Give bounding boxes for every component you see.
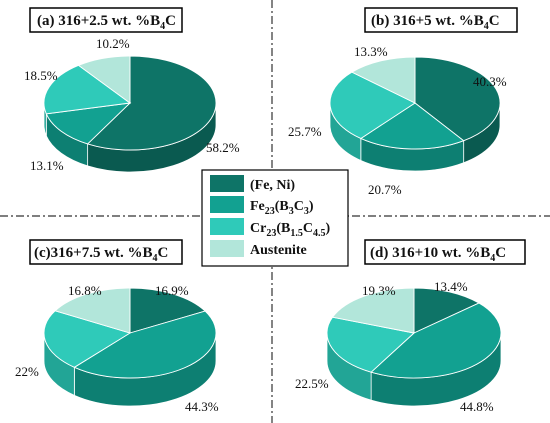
chart-title-b: (b) 316+5 wt. %B4C bbox=[371, 13, 500, 32]
data-label-cr23b15c45: 22.5% bbox=[295, 376, 329, 391]
chart-title-d: (d) 316+10 wt. %B4C bbox=[370, 245, 506, 264]
data-label-cr23b15c45: 22% bbox=[15, 364, 39, 379]
pie-slice-austenite bbox=[54, 287, 131, 334]
data-label-fe23b3c3: 13.1% bbox=[30, 158, 64, 173]
data-label-fe23b3c3: 44.3% bbox=[185, 399, 219, 414]
legend-swatch-fe23b3c3 bbox=[210, 196, 244, 213]
pie-slice-austenite bbox=[331, 287, 415, 334]
data-label-cr23b15c45: 25.7% bbox=[288, 124, 322, 139]
legend-label-cr23b15c45: Cr23(B1.5C4.5) bbox=[250, 221, 330, 239]
pie-slice-fe23b3c3 bbox=[45, 102, 132, 145]
legend-label-fe23b3c3: Fe23(B3C3) bbox=[250, 199, 314, 217]
title-box-a: (a) 316+2.5 wt. %B4C bbox=[29, 7, 183, 33]
pie-slice-fe23b3c3 bbox=[73, 310, 217, 379]
pie-slice-fe-ni bbox=[129, 287, 206, 334]
pie-chart-d: 13.4% 44.8% 22.5% 19.3% bbox=[295, 279, 502, 414]
data-label-austenite: 10.2% bbox=[96, 36, 130, 51]
data-label-fe-ni: 16.9% bbox=[155, 283, 189, 298]
pie-chart-c: 16.9% 44.3% 22% 16.8% bbox=[15, 283, 219, 414]
data-label-fe-ni: 58.2% bbox=[206, 140, 240, 155]
pie-slice-cr23b15c45 bbox=[43, 310, 132, 368]
legend-label-fe-ni: (Fe, Ni) bbox=[250, 178, 295, 193]
data-label-fe23b3c3: 44.8% bbox=[460, 399, 494, 414]
pie-chart-a: 58.2% 13.1% 18.5% 10.2% bbox=[24, 36, 240, 173]
data-label-austenite: 19.3% bbox=[362, 283, 396, 298]
pie-slice-cr23b15c45 bbox=[326, 316, 415, 373]
pie-slice-fe-ni bbox=[413, 287, 480, 334]
pie-slice-fe23b3c3 bbox=[370, 302, 502, 379]
data-label-austenite: 13.3% bbox=[354, 44, 388, 59]
pie-slice-cr23b15c45 bbox=[43, 64, 132, 115]
legend-swatch-fe-ni bbox=[210, 175, 244, 192]
data-label-austenite: 16.8% bbox=[68, 283, 102, 298]
chart-title-c: (c)316+7.5 wt. %B4C bbox=[34, 245, 168, 264]
pie-chart-b: 40.3% 20.7% 25.7% 13.3% bbox=[288, 44, 507, 197]
pie-slice-cr23b15c45 bbox=[329, 71, 416, 139]
legend-swatch-cr23b15c45 bbox=[210, 218, 244, 235]
legend-label-austenite: Austenite bbox=[250, 243, 307, 258]
pie-slice-austenite bbox=[77, 55, 131, 104]
pie-slice-fe-ni bbox=[414, 56, 501, 142]
legend: (Fe, Ni) Fe23(B3C3) Cr23(B1.5C4.5) Auste… bbox=[201, 169, 349, 267]
legend-swatch-austenite bbox=[210, 240, 244, 257]
data-label-fe-ni: 13.4% bbox=[434, 279, 468, 294]
chart-title-a: (a) 316+2.5 wt. %B4C bbox=[37, 13, 176, 32]
data-label-fe-ni: 40.3% bbox=[473, 74, 507, 89]
pie-slice-fe23b3c3 bbox=[359, 102, 465, 150]
pie-slice-fe-ni bbox=[86, 55, 217, 151]
title-box-d: (d) 316+10 wt. %B4C bbox=[364, 239, 526, 265]
title-box-c: (c)316+7.5 wt. %B4C bbox=[29, 239, 183, 265]
data-label-fe23b3c3: 20.7% bbox=[368, 182, 402, 197]
pie-slice-austenite bbox=[351, 56, 416, 104]
data-label-cr23b15c45: 18.5% bbox=[24, 68, 58, 83]
title-box-b: (b) 316+5 wt. %B4C bbox=[364, 7, 518, 33]
